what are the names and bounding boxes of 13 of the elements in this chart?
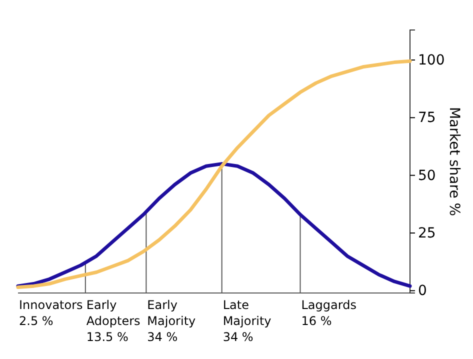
text: Innovators 2.5 %	[19, 298, 83, 328]
line-series	[16, 59, 412, 289]
y-tick-label: 25	[418, 226, 436, 242]
text: Late Majority 34 %	[222, 298, 272, 344]
text: Laggards 16 %	[301, 298, 356, 328]
y-axis-title: Market share %	[446, 106, 462, 216]
y-tick-label: 0	[418, 283, 427, 300]
text: Early Majority 34 %	[147, 298, 196, 344]
line-series	[16, 162, 412, 288]
y-tick-label: 75	[418, 110, 436, 126]
y-tick-label: 50	[418, 168, 436, 184]
y-tick-label: 100	[418, 52, 445, 68]
text: Early Adopters 13.5 %	[86, 298, 140, 344]
